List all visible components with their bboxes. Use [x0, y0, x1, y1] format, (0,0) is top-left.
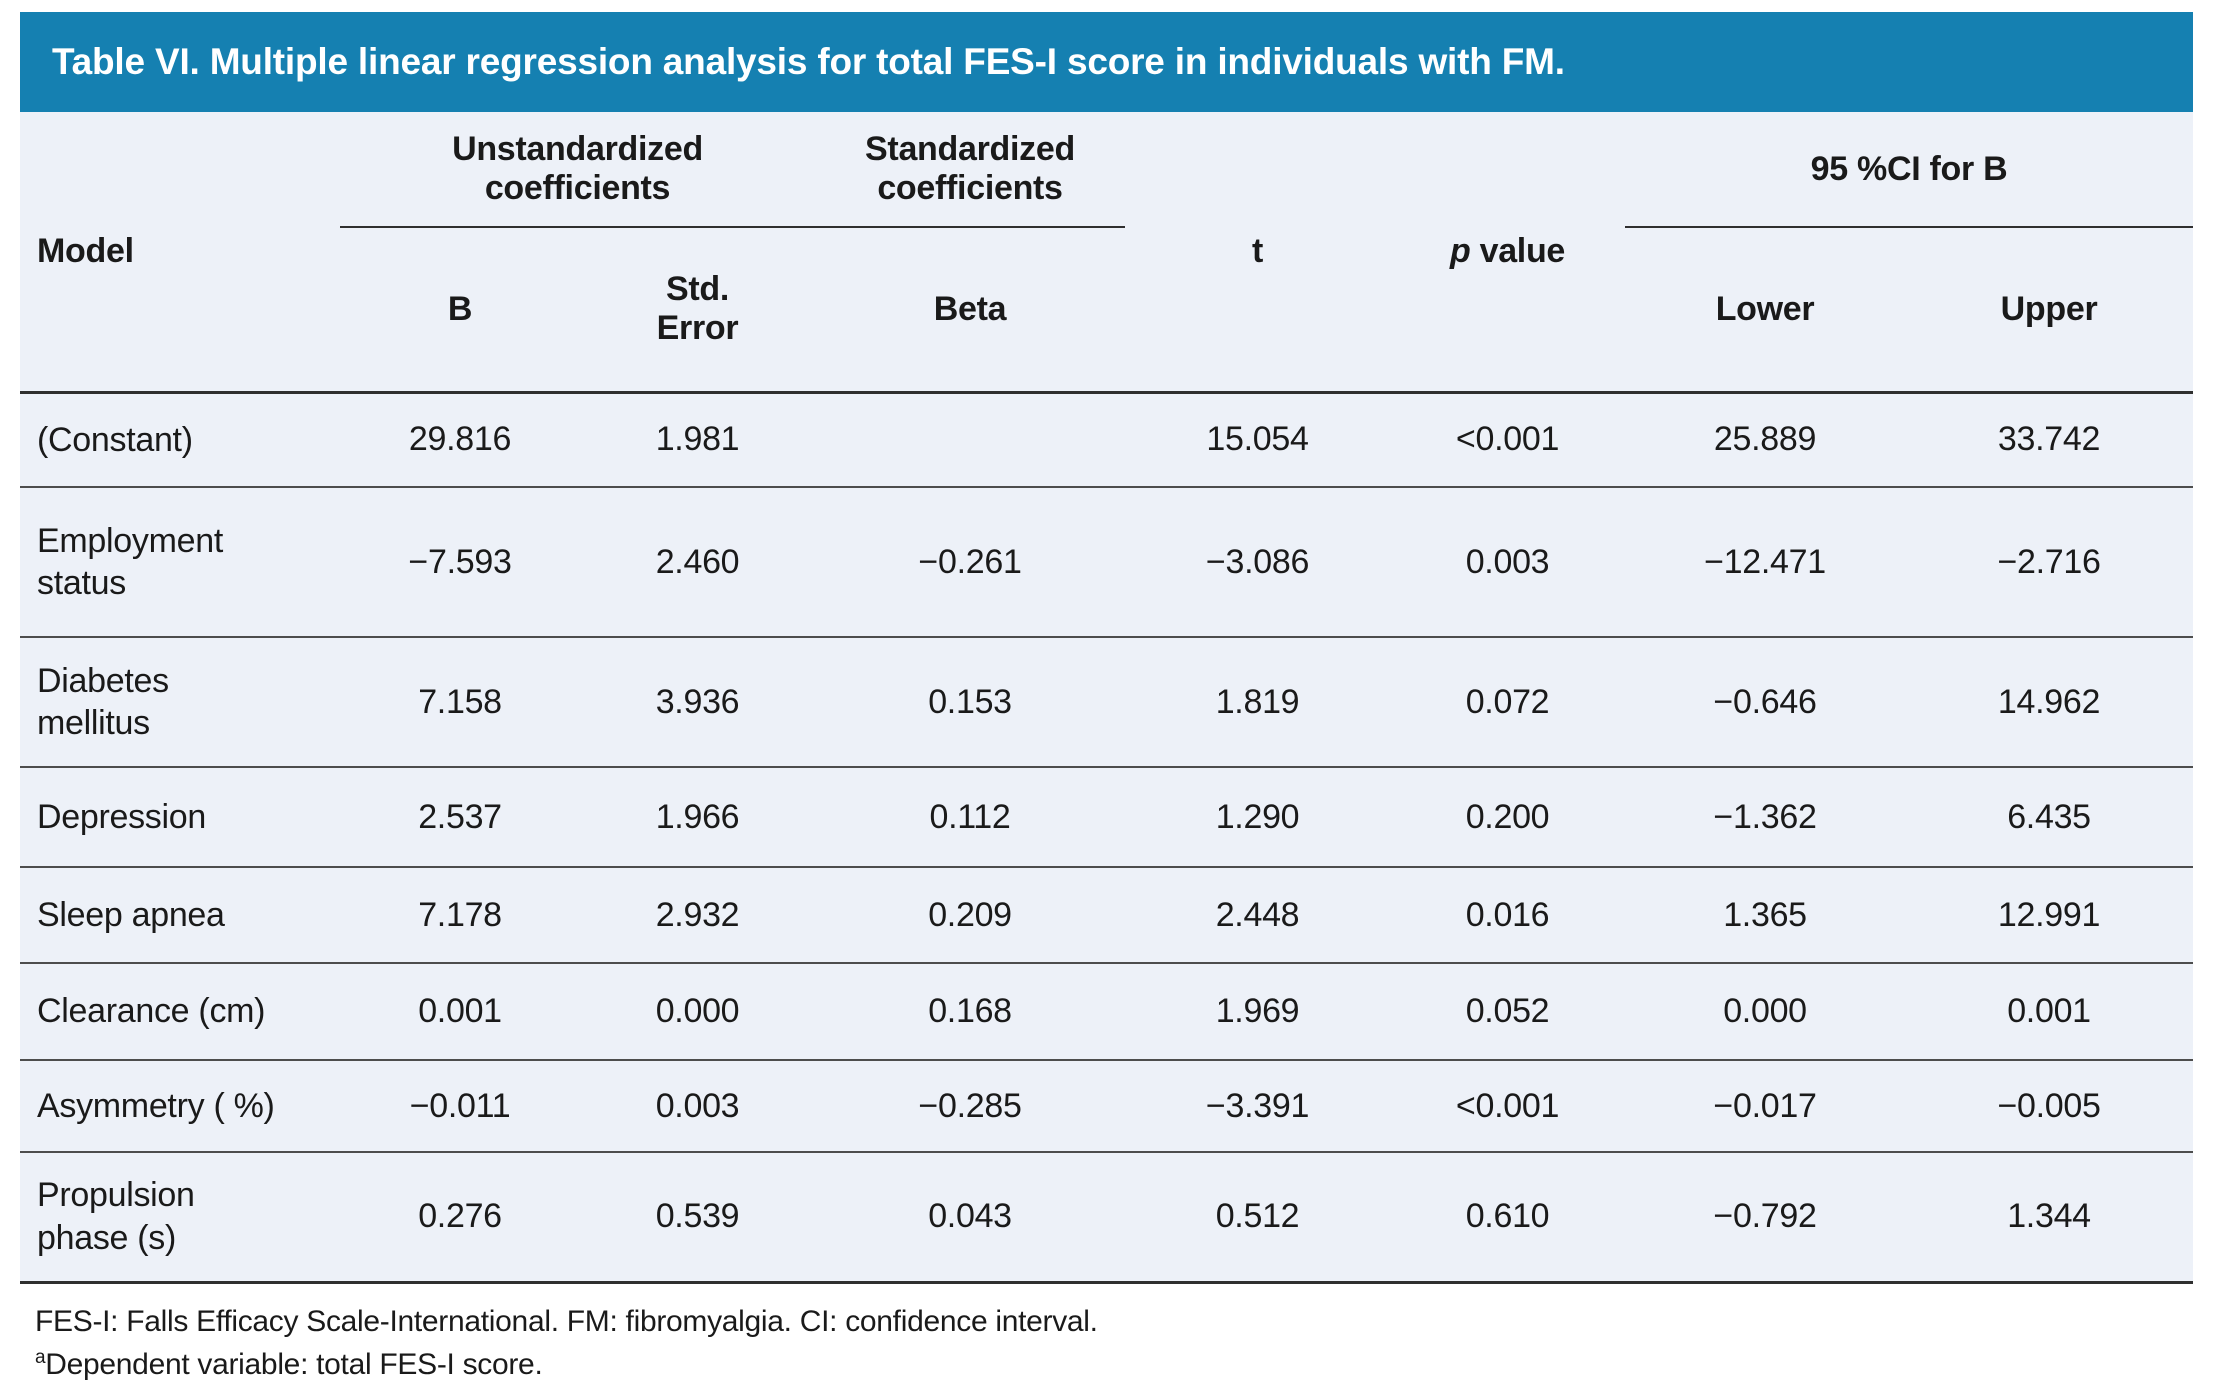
upper-cell: 0.001: [1905, 963, 2194, 1061]
b-cell: −7.593: [340, 487, 580, 638]
table-title-bar: Table VI. Multiple linear regression ana…: [20, 12, 2193, 112]
p-cell: <0.001: [1390, 392, 1625, 488]
t-cell: 2.448: [1125, 867, 1390, 964]
std-error-cell: 0.539: [580, 1152, 815, 1284]
upper-cell: 6.435: [1905, 767, 2194, 868]
column-group-ci: 95 %CI for B: [1625, 112, 2194, 228]
t-cell: 15.054: [1125, 392, 1390, 488]
column-header-upper: Upper: [1905, 227, 2194, 394]
table-row-propulsion-phase: Propulsion phase (s) 0.276 0.539 0.043 0…: [20, 1152, 2194, 1284]
p-value-word: value: [1470, 231, 1566, 270]
upper-cell: 14.962: [1905, 637, 2194, 768]
footnote-marker: a: [35, 1347, 46, 1368]
std-error-cell: 2.460: [580, 487, 815, 638]
table-row-depression: Depression 2.537 1.966 0.112 1.290 0.200…: [20, 767, 2194, 868]
table-row-sleep-apnea: Sleep apnea 7.178 2.932 0.209 2.448 0.01…: [20, 867, 2194, 964]
std-error-cell: 1.981: [580, 392, 815, 488]
p-cell: 0.610: [1390, 1152, 1625, 1284]
model-cell: (Constant): [20, 392, 340, 488]
column-header-beta: Beta: [815, 227, 1125, 394]
t-cell: 1.819: [1125, 637, 1390, 768]
p-cell: 0.052: [1390, 963, 1625, 1061]
b-cell: 2.537: [340, 767, 580, 868]
model-cell: Depression: [20, 767, 340, 868]
model-cell: Diabetes mellitus: [20, 637, 340, 768]
beta-cell: −0.285: [815, 1060, 1125, 1153]
upper-cell: −2.716: [1905, 487, 2194, 638]
column-header-p-value: p value: [1390, 112, 1625, 394]
p-cell: 0.072: [1390, 637, 1625, 768]
lower-cell: 0.000: [1625, 963, 1905, 1061]
footnote-abbreviations: FES-I: Falls Efficacy Scale-Internationa…: [35, 1304, 1098, 1338]
footnote-dependent-text: Dependent variable: total FES-I score.: [45, 1348, 543, 1381]
column-group-unstandardized: Unstandardized coefficients: [340, 112, 815, 228]
table-header: Model Unstandardized coefficients Standa…: [20, 112, 2194, 394]
b-cell: 0.001: [340, 963, 580, 1061]
beta-cell: 0.168: [815, 963, 1125, 1061]
table-footnotes: FES-I: Falls Efficacy Scale-Internationa…: [20, 1300, 2193, 1387]
footnote-dependent-variable: aDependent variable: total FES-I score.: [35, 1343, 2193, 1387]
t-cell: 1.290: [1125, 767, 1390, 868]
t-cell: −3.391: [1125, 1060, 1390, 1153]
model-cell: Asymmetry ( %): [20, 1060, 340, 1153]
upper-cell: 1.344: [1905, 1152, 2194, 1284]
lower-cell: −0.017: [1625, 1060, 1905, 1153]
std-error-cell: 2.932: [580, 867, 815, 964]
column-group-standardized: Standardized coefficients: [815, 112, 1125, 228]
column-header-lower: Lower: [1625, 227, 1905, 394]
b-cell: −0.011: [340, 1060, 580, 1153]
table-row-constant: (Constant) 29.816 1.981 15.054 <0.001 25…: [20, 392, 2194, 488]
lower-cell: −1.362: [1625, 767, 1905, 868]
column-header-model: Model: [20, 112, 340, 394]
p-cell: 0.016: [1390, 867, 1625, 964]
t-cell: 0.512: [1125, 1152, 1390, 1284]
lower-cell: 25.889: [1625, 392, 1905, 488]
table-title: Table VI. Multiple linear regression ana…: [52, 41, 1565, 82]
model-cell: Propulsion phase (s): [20, 1152, 340, 1284]
table-row-employment-status: Employment status −7.593 2.460 −0.261 −3…: [20, 487, 2194, 638]
b-cell: 7.178: [340, 867, 580, 964]
model-cell: Employment status: [20, 487, 340, 638]
lower-cell: −0.792: [1625, 1152, 1905, 1284]
table-row-diabetes-mellitus: Diabetes mellitus 7.158 3.936 0.153 1.81…: [20, 637, 2194, 768]
p-symbol: p: [1449, 231, 1471, 270]
lower-cell: 1.365: [1625, 867, 1905, 964]
p-cell: <0.001: [1390, 1060, 1625, 1153]
model-cell: Sleep apnea: [20, 867, 340, 964]
beta-cell: −0.261: [815, 487, 1125, 638]
t-cell: −3.086: [1125, 487, 1390, 638]
upper-cell: −0.005: [1905, 1060, 2194, 1153]
std-error-cell: 0.000: [580, 963, 815, 1061]
table-body: (Constant) 29.816 1.981 15.054 <0.001 25…: [20, 392, 2194, 1284]
p-cell: 0.200: [1390, 767, 1625, 868]
b-cell: 0.276: [340, 1152, 580, 1284]
std-error-cell: 0.003: [580, 1060, 815, 1153]
beta-cell: 0.209: [815, 867, 1125, 964]
beta-cell: [815, 392, 1125, 488]
std-error-cell: 1.966: [580, 767, 815, 868]
upper-cell: 33.742: [1905, 392, 2194, 488]
column-header-std-error: Std. Error: [580, 227, 815, 394]
beta-cell: 0.043: [815, 1152, 1125, 1284]
header-sub-row: B Std. Error Beta Lower Upper: [20, 227, 2194, 394]
lower-cell: −0.646: [1625, 637, 1905, 768]
column-header-t: t: [1125, 112, 1390, 394]
t-cell: 1.969: [1125, 963, 1390, 1061]
beta-cell: 0.112: [815, 767, 1125, 868]
table-row-asymmetry: Asymmetry ( %) −0.011 0.003 −0.285 −3.39…: [20, 1060, 2194, 1153]
upper-cell: 12.991: [1905, 867, 2194, 964]
p-cell: 0.003: [1390, 487, 1625, 638]
std-error-cell: 3.936: [580, 637, 815, 768]
regression-table: Model Unstandardized coefficients Standa…: [20, 112, 2194, 1284]
table-row-clearance: Clearance (cm) 0.001 0.000 0.168 1.969 0…: [20, 963, 2194, 1061]
model-cell: Clearance (cm): [20, 963, 340, 1061]
column-header-b: B: [340, 227, 580, 394]
b-cell: 7.158: [340, 637, 580, 768]
header-group-row: Model Unstandardized coefficients Standa…: [20, 112, 2194, 394]
lower-cell: −12.471: [1625, 487, 1905, 638]
beta-cell: 0.153: [815, 637, 1125, 768]
b-cell: 29.816: [340, 392, 580, 488]
